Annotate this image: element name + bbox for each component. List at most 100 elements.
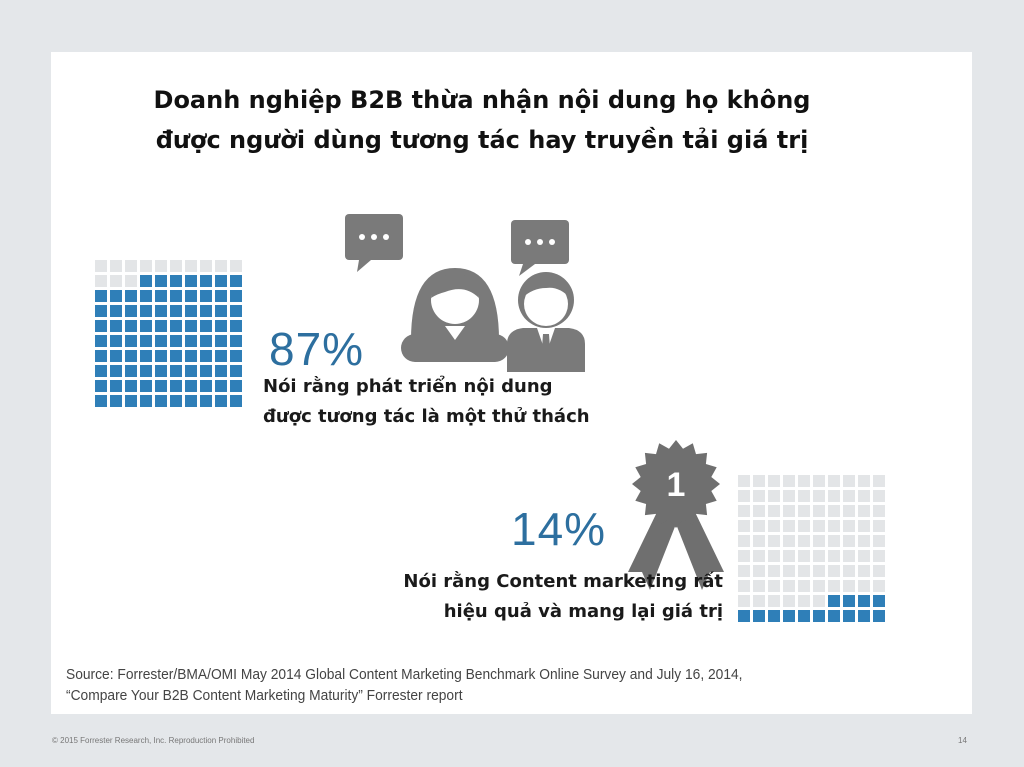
waffle-cell-filled (185, 335, 197, 347)
woman-user-icon (401, 268, 509, 362)
waffle-cell-empty (813, 475, 825, 487)
waffle-cell-filled (798, 610, 810, 622)
waffle-cell-empty (783, 565, 795, 577)
waffle-cell-filled (858, 595, 870, 607)
waffle-cell-filled (110, 290, 122, 302)
waffle-cell-filled (185, 275, 197, 287)
waffle-grid-14 (738, 475, 885, 622)
award-badge-number: 1 (667, 466, 686, 504)
waffle-cell-empty (783, 490, 795, 502)
waffle-cell-filled (215, 365, 227, 377)
waffle-cell-filled (873, 610, 885, 622)
waffle-cell-empty (738, 505, 750, 517)
waffle-cell-empty (783, 475, 795, 487)
waffle-cell-empty (858, 565, 870, 577)
waffle-cell-filled (110, 335, 122, 347)
waffle-cell-filled (170, 395, 182, 407)
waffle-cell-filled (95, 290, 107, 302)
waffle-cell-filled (200, 380, 212, 392)
waffle-cell-empty (813, 490, 825, 502)
waffle-cell-empty (843, 505, 855, 517)
waffle-cell-empty (828, 490, 840, 502)
source-line-2: “Compare Your B2B Content Marketing Matu… (66, 687, 463, 704)
waffle-cell-empty (753, 475, 765, 487)
waffle-cell-empty (110, 260, 122, 272)
award-seal-icon (632, 440, 720, 528)
waffle-cell-filled (230, 350, 242, 362)
waffle-cell-filled (95, 395, 107, 407)
waffle-cell-filled (185, 320, 197, 332)
waffle-cell-filled (813, 610, 825, 622)
waffle-cell-filled (230, 395, 242, 407)
waffle-cell-filled (125, 290, 137, 302)
waffle-cell-empty (215, 260, 227, 272)
waffle-cell-filled (200, 365, 212, 377)
waffle-cell-empty (230, 260, 242, 272)
waffle-cell-empty (768, 550, 780, 562)
waffle-cell-filled (95, 365, 107, 377)
waffle-cell-empty (185, 260, 197, 272)
waffle-cell-empty (125, 260, 137, 272)
waffle-cell-filled (125, 305, 137, 317)
waffle-cell-empty (798, 475, 810, 487)
title-line-2: được người dùng tương tác hay truyền tải… (155, 126, 809, 154)
waffle-cell-filled (200, 290, 212, 302)
waffle-cell-filled (873, 595, 885, 607)
waffle-cell-empty (858, 535, 870, 547)
waffle-cell-empty (828, 550, 840, 562)
waffle-cell-filled (185, 395, 197, 407)
waffle-cell-filled (155, 350, 167, 362)
waffle-cell-filled (200, 350, 212, 362)
waffle-cell-empty (768, 595, 780, 607)
waffle-cell-empty (813, 535, 825, 547)
waffle-cell-empty (843, 520, 855, 532)
waffle-cell-empty (828, 520, 840, 532)
waffle-cell-empty (753, 580, 765, 592)
footer-copyright: © 2015 Forrester Research, Inc. Reproduc… (52, 736, 255, 745)
waffle-cell-filled (125, 365, 137, 377)
waffle-cell-filled (95, 305, 107, 317)
waffle-cell-filled (200, 305, 212, 317)
waffle-cell-empty (828, 505, 840, 517)
waffle-cell-filled (155, 305, 167, 317)
waffle-cell-filled (110, 350, 122, 362)
waffle-cell-filled (140, 365, 152, 377)
waffle-cell-filled (155, 365, 167, 377)
waffle-cell-filled (140, 335, 152, 347)
waffle-cell-filled (140, 350, 152, 362)
waffle-cell-empty (798, 580, 810, 592)
waffle-cell-filled (738, 610, 750, 622)
waffle-cell-empty (738, 580, 750, 592)
waffle-cell-empty (753, 520, 765, 532)
waffle-cell-empty (110, 275, 122, 287)
waffle-cell-empty (768, 520, 780, 532)
waffle-cell-filled (230, 290, 242, 302)
waffle-cell-empty (95, 260, 107, 272)
caption-engagement: Nói rằng phát triển nội dung được tương … (263, 372, 590, 432)
waffle-cell-empty (798, 595, 810, 607)
waffle-cell-empty (843, 550, 855, 562)
waffle-cell-empty (843, 535, 855, 547)
award-ribbon-icon: 1 (628, 440, 724, 590)
waffle-cell-filled (170, 380, 182, 392)
waffle-cell-filled (170, 305, 182, 317)
waffle-cell-filled (858, 610, 870, 622)
waffle-cell-empty (798, 565, 810, 577)
slide: Doanh nghiệp B2B thừa nhận nội dung họ k… (51, 52, 972, 714)
waffle-cell-empty (813, 595, 825, 607)
waffle-cell-empty (140, 260, 152, 272)
waffle-cell-empty (873, 475, 885, 487)
waffle-cell-filled (140, 395, 152, 407)
waffle-cell-empty (873, 520, 885, 532)
waffle-cell-filled (140, 275, 152, 287)
waffle-cell-filled (155, 335, 167, 347)
waffle-cell-filled (125, 380, 137, 392)
waffle-cell-filled (843, 595, 855, 607)
waffle-cell-empty (768, 475, 780, 487)
waffle-cell-empty (798, 520, 810, 532)
waffle-cell-empty (753, 490, 765, 502)
waffle-cell-filled (125, 335, 137, 347)
waffle-cell-empty (753, 505, 765, 517)
waffle-cell-filled (200, 335, 212, 347)
people-chat-icon (345, 214, 585, 372)
